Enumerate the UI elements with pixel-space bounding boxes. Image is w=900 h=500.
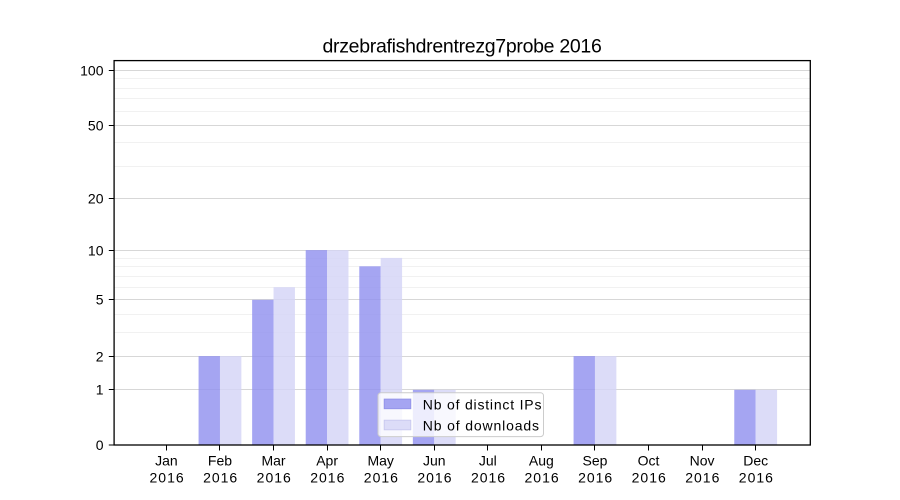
- svg-text:1: 1: [96, 381, 104, 397]
- svg-text:May: May: [367, 453, 393, 469]
- svg-text:Nb of distinct IPs: Nb of distinct IPs: [423, 397, 542, 413]
- svg-text:100: 100: [80, 62, 104, 78]
- svg-text:drzebrafishdrentrezg7probe 201: drzebrafishdrentrezg7probe 2016: [322, 35, 601, 57]
- svg-text:Apr: Apr: [316, 453, 338, 469]
- svg-text:2016: 2016: [685, 469, 720, 485]
- svg-text:20: 20: [88, 190, 104, 206]
- svg-text:Mar: Mar: [261, 453, 285, 469]
- svg-text:Feb: Feb: [208, 453, 232, 469]
- svg-text:Nb of downloads: Nb of downloads: [423, 418, 540, 434]
- svg-text:2016: 2016: [150, 469, 185, 485]
- svg-text:Nov: Nov: [690, 453, 715, 469]
- svg-text:2016: 2016: [310, 469, 345, 485]
- svg-text:2016: 2016: [739, 469, 774, 485]
- svg-text:Jul: Jul: [479, 453, 497, 469]
- svg-text:2016: 2016: [203, 469, 238, 485]
- svg-text:Oct: Oct: [638, 453, 660, 469]
- svg-text:50: 50: [88, 117, 104, 133]
- svg-text:Dec: Dec: [743, 453, 768, 469]
- svg-text:2016: 2016: [578, 469, 613, 485]
- svg-text:2016: 2016: [417, 469, 452, 485]
- svg-text:2: 2: [96, 348, 104, 364]
- svg-text:2016: 2016: [471, 469, 506, 485]
- svg-text:2016: 2016: [257, 469, 292, 485]
- svg-text:10: 10: [88, 242, 104, 258]
- svg-text:Sep: Sep: [582, 453, 607, 469]
- svg-text:Jun: Jun: [423, 453, 446, 469]
- svg-text:0: 0: [96, 437, 104, 453]
- svg-text:5: 5: [96, 291, 104, 307]
- svg-text:2016: 2016: [632, 469, 667, 485]
- svg-text:2016: 2016: [525, 469, 560, 485]
- svg-text:2016: 2016: [364, 469, 399, 485]
- svg-text:Jan: Jan: [155, 453, 178, 469]
- svg-text:Aug: Aug: [529, 453, 554, 469]
